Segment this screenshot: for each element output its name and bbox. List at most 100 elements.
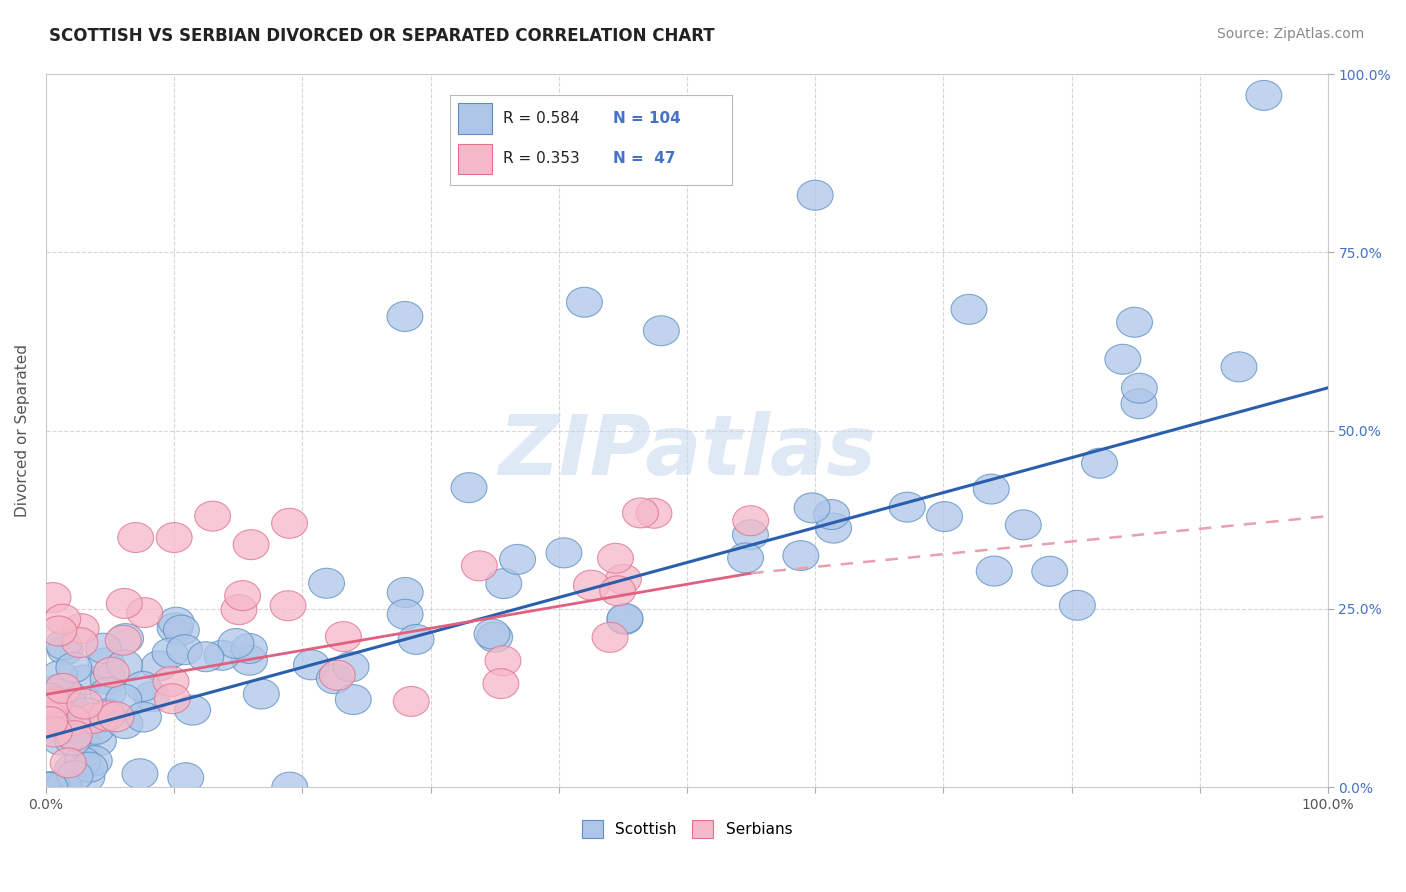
Ellipse shape [107, 650, 142, 680]
Ellipse shape [1032, 557, 1067, 586]
Ellipse shape [1005, 510, 1042, 540]
Text: Source: ZipAtlas.com: Source: ZipAtlas.com [1216, 27, 1364, 41]
Ellipse shape [477, 622, 513, 652]
Ellipse shape [221, 595, 257, 624]
Ellipse shape [76, 746, 112, 776]
Ellipse shape [950, 294, 987, 325]
Ellipse shape [56, 721, 93, 750]
Ellipse shape [122, 759, 157, 789]
Ellipse shape [32, 680, 67, 709]
Ellipse shape [232, 645, 267, 675]
Ellipse shape [1060, 591, 1095, 620]
Ellipse shape [55, 755, 90, 784]
Ellipse shape [157, 613, 193, 643]
Ellipse shape [733, 520, 769, 549]
Ellipse shape [1121, 389, 1157, 418]
Ellipse shape [461, 551, 498, 581]
Ellipse shape [72, 752, 107, 782]
Ellipse shape [270, 591, 307, 621]
Y-axis label: Divorced or Separated: Divorced or Separated [15, 344, 30, 517]
Ellipse shape [80, 726, 117, 756]
Ellipse shape [107, 708, 143, 739]
Ellipse shape [75, 704, 111, 733]
Ellipse shape [49, 698, 84, 727]
Ellipse shape [159, 607, 194, 637]
Ellipse shape [125, 702, 162, 732]
Ellipse shape [52, 690, 87, 720]
Ellipse shape [1105, 344, 1140, 375]
Ellipse shape [48, 635, 83, 665]
Ellipse shape [32, 706, 67, 737]
Ellipse shape [35, 582, 70, 613]
Ellipse shape [325, 622, 361, 651]
Ellipse shape [35, 706, 72, 735]
Ellipse shape [127, 598, 163, 628]
Ellipse shape [598, 543, 634, 574]
Ellipse shape [1116, 308, 1153, 337]
Ellipse shape [37, 717, 72, 747]
Ellipse shape [90, 699, 125, 729]
Ellipse shape [152, 638, 188, 668]
Ellipse shape [243, 679, 280, 709]
Ellipse shape [39, 674, 76, 704]
Ellipse shape [86, 633, 121, 663]
Ellipse shape [486, 568, 522, 599]
Ellipse shape [204, 640, 240, 670]
Ellipse shape [607, 605, 643, 634]
Ellipse shape [89, 701, 125, 731]
Ellipse shape [174, 695, 211, 725]
Ellipse shape [1081, 449, 1118, 478]
Ellipse shape [69, 762, 104, 792]
Ellipse shape [271, 508, 308, 538]
Ellipse shape [335, 684, 371, 714]
Ellipse shape [105, 625, 141, 656]
Ellipse shape [46, 771, 82, 801]
Ellipse shape [156, 523, 193, 552]
Ellipse shape [51, 681, 86, 710]
Ellipse shape [46, 772, 82, 802]
Ellipse shape [118, 523, 153, 552]
Ellipse shape [319, 660, 356, 690]
Ellipse shape [65, 747, 100, 777]
Ellipse shape [271, 772, 308, 802]
Ellipse shape [55, 725, 90, 756]
Ellipse shape [125, 672, 160, 701]
Ellipse shape [32, 703, 67, 732]
Ellipse shape [606, 565, 641, 594]
Ellipse shape [600, 576, 636, 606]
Ellipse shape [387, 301, 423, 332]
Ellipse shape [1246, 80, 1282, 111]
Ellipse shape [34, 772, 70, 802]
Ellipse shape [90, 665, 127, 694]
Text: ZIPatlas: ZIPatlas [498, 411, 876, 492]
Ellipse shape [794, 493, 830, 523]
Ellipse shape [45, 604, 80, 634]
Ellipse shape [46, 693, 83, 723]
Ellipse shape [398, 624, 434, 655]
Ellipse shape [333, 652, 368, 681]
Ellipse shape [66, 665, 103, 695]
Ellipse shape [107, 589, 142, 618]
Ellipse shape [51, 747, 86, 778]
Ellipse shape [89, 648, 124, 678]
Ellipse shape [973, 474, 1010, 504]
Ellipse shape [37, 687, 72, 717]
Ellipse shape [567, 287, 602, 318]
Ellipse shape [41, 616, 77, 646]
Ellipse shape [1122, 373, 1157, 403]
Ellipse shape [32, 683, 67, 714]
Ellipse shape [387, 577, 423, 607]
Ellipse shape [45, 673, 80, 704]
Ellipse shape [77, 714, 114, 744]
Ellipse shape [98, 702, 134, 731]
Ellipse shape [727, 543, 763, 573]
Ellipse shape [34, 713, 70, 743]
Ellipse shape [90, 678, 125, 707]
Ellipse shape [474, 619, 510, 649]
Ellipse shape [163, 615, 200, 645]
Ellipse shape [32, 772, 67, 802]
Ellipse shape [188, 641, 224, 672]
Ellipse shape [451, 473, 486, 502]
Ellipse shape [86, 702, 121, 732]
Ellipse shape [134, 681, 170, 712]
